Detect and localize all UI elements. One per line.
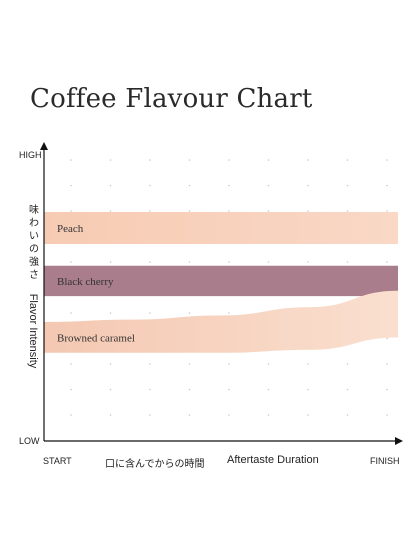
x-axis-label: Aftertaste Duration <box>227 454 319 466</box>
x-axis-label-jp: 口に含んでからの時間 <box>105 459 205 470</box>
grid-dot <box>109 210 112 212</box>
band-label-black-cherry: Black cherry <box>57 276 114 288</box>
grid-dot <box>109 388 112 391</box>
grid-dot <box>386 184 388 187</box>
y-axis-arrow <box>40 142 48 150</box>
y-axis-label-jp: 味わいの強さ <box>29 205 39 281</box>
grid-dot <box>386 261 388 263</box>
grid-dot <box>149 414 151 416</box>
grid-dot <box>188 388 191 391</box>
grid-dot <box>307 388 309 391</box>
grid-dot <box>109 184 112 187</box>
grid-dot <box>70 261 72 263</box>
grid-dot <box>149 363 151 365</box>
grid-dot <box>188 261 191 263</box>
chart-title: Coffee Flavour Chart <box>30 84 313 114</box>
grid-dot <box>70 159 72 161</box>
grid-dot <box>109 261 112 263</box>
grid-dot <box>228 363 230 365</box>
grid-dot <box>346 210 349 212</box>
band-label-browned-caramel: Browned caramel <box>57 332 135 344</box>
grid-dot <box>307 363 309 365</box>
y-axis-label: Flavor Intensity <box>27 293 39 369</box>
grid-dot <box>386 337 388 340</box>
grid-dot <box>267 388 270 391</box>
grid-dot <box>346 261 349 263</box>
grid-dot <box>386 388 388 391</box>
band-peach <box>44 212 398 244</box>
grid-dot <box>149 312 151 314</box>
grid-dot <box>188 363 191 365</box>
grid-dot <box>346 184 349 187</box>
grid-dot <box>109 159 112 161</box>
grid-dot <box>109 414 112 416</box>
grid-dot <box>386 414 388 416</box>
grid-dot <box>267 159 270 161</box>
grid-dot <box>149 159 151 161</box>
y-tick-high: HIGH <box>19 150 42 160</box>
grid-dot <box>109 363 112 365</box>
grid-dot <box>267 210 270 212</box>
grid-dot <box>149 210 151 212</box>
grid-dot <box>70 388 72 391</box>
grid-dot <box>346 414 349 416</box>
x-tick-start: START <box>43 456 72 466</box>
grid-dot <box>188 312 191 314</box>
grid-dot <box>346 388 349 391</box>
grid-dot <box>70 363 72 365</box>
grid-dot <box>149 184 151 187</box>
band-label-peach: Peach <box>57 223 84 235</box>
grid-dot <box>267 363 270 365</box>
grid-dot <box>307 210 309 212</box>
grid-dot <box>188 159 191 161</box>
grid-dot <box>307 159 309 161</box>
x-axis-arrow <box>395 437 403 445</box>
grid-dot <box>70 414 72 416</box>
grid-dot <box>346 363 349 365</box>
grid-dot <box>386 210 388 212</box>
grid-dot <box>346 159 349 161</box>
grid-dot <box>267 414 270 416</box>
grid-dot <box>188 210 191 212</box>
grid-dot <box>228 261 230 263</box>
grid-dot <box>386 363 388 365</box>
grid-dot <box>228 388 230 391</box>
grid-dot <box>307 184 309 187</box>
grid-dot <box>188 184 191 187</box>
bands: Peach Black cherry Browned caramel <box>44 212 398 353</box>
grid-dot <box>149 261 151 263</box>
grid-dot <box>386 159 388 161</box>
grid-dot <box>70 184 72 187</box>
grid-dot <box>228 210 230 212</box>
band-black-cherry <box>44 265 398 297</box>
grid-dot <box>70 312 72 314</box>
grid-dot <box>70 210 72 212</box>
grid-dot <box>188 414 191 416</box>
x-tick-finish: FINISH <box>370 456 400 466</box>
grid-dot <box>149 388 151 391</box>
grid-dot <box>109 312 112 314</box>
grid-dot <box>267 261 270 263</box>
grid-dot <box>228 312 230 314</box>
grid-dot <box>267 184 270 187</box>
grid-dot <box>307 414 309 416</box>
grid-dot <box>228 159 230 161</box>
grid-dot <box>228 184 230 187</box>
band-browned-caramel <box>44 290 398 353</box>
y-tick-low: LOW <box>19 436 40 446</box>
grid-dot <box>307 261 309 263</box>
grid-dot <box>228 414 230 416</box>
